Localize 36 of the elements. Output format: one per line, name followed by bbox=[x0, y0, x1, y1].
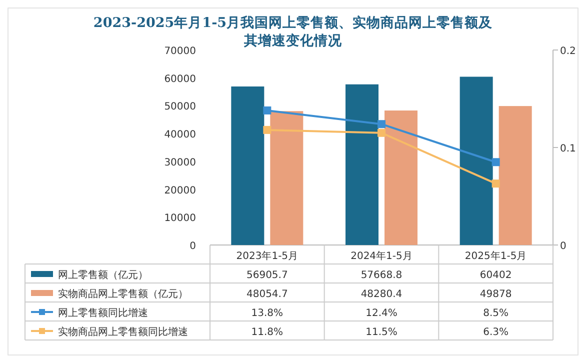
y-tick-label: 0 bbox=[190, 241, 196, 252]
legend-label: 实物商品网上零售额同比增速 bbox=[58, 326, 188, 338]
y-tick-label: 50000 bbox=[164, 102, 196, 113]
point bbox=[492, 158, 500, 166]
point bbox=[263, 106, 272, 114]
x-tick-label: 2023年1-5月 bbox=[236, 250, 298, 262]
y-tick-label: 30000 bbox=[164, 157, 196, 168]
y-tick-label: 10000 bbox=[164, 213, 196, 224]
y2-tick-label: 0.1 bbox=[560, 144, 576, 154]
y-tick-label: 70000 bbox=[164, 46, 196, 57]
y-tick-label: 20000 bbox=[164, 185, 196, 196]
point bbox=[378, 120, 386, 128]
y2-tick-label: 0.2 bbox=[560, 46, 576, 57]
x-tick-label: 2024年1-5月 bbox=[350, 250, 412, 262]
y-tick-label: 40000 bbox=[164, 130, 196, 141]
data-label: 56905.7 bbox=[246, 270, 288, 281]
data-label: 48280.4 bbox=[360, 289, 402, 300]
legend-label: 网上零售额同比增速 bbox=[58, 307, 148, 319]
data-label: 12.4% bbox=[366, 308, 398, 319]
data-label: 60402 bbox=[480, 270, 512, 281]
data-label: 8.5% bbox=[483, 308, 509, 319]
y2-tick-label: 0 bbox=[560, 241, 566, 252]
y-tick-label: 60000 bbox=[164, 74, 196, 85]
data-label: 11.8% bbox=[251, 327, 284, 338]
data-label: 57668.8 bbox=[360, 270, 402, 281]
x-tick-label: 2025年1-5月 bbox=[464, 250, 527, 262]
legend-label: 网上零售额（亿元） bbox=[58, 269, 148, 281]
data-label: 49878 bbox=[480, 289, 512, 300]
legend-label: 实物商品网上零售额（亿元） bbox=[58, 288, 188, 300]
point bbox=[263, 126, 272, 134]
data-label: 11.5% bbox=[366, 327, 398, 338]
data-label: 48054.7 bbox=[246, 289, 288, 300]
data-label: 13.8% bbox=[251, 308, 284, 319]
point bbox=[378, 128, 386, 137]
data-label: 6.3% bbox=[483, 327, 509, 338]
point bbox=[492, 180, 500, 188]
